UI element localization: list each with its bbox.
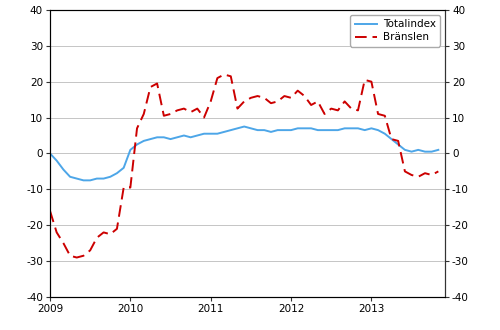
Legend: Totalindex, Bränslen: Totalindex, Bränslen	[350, 15, 440, 47]
